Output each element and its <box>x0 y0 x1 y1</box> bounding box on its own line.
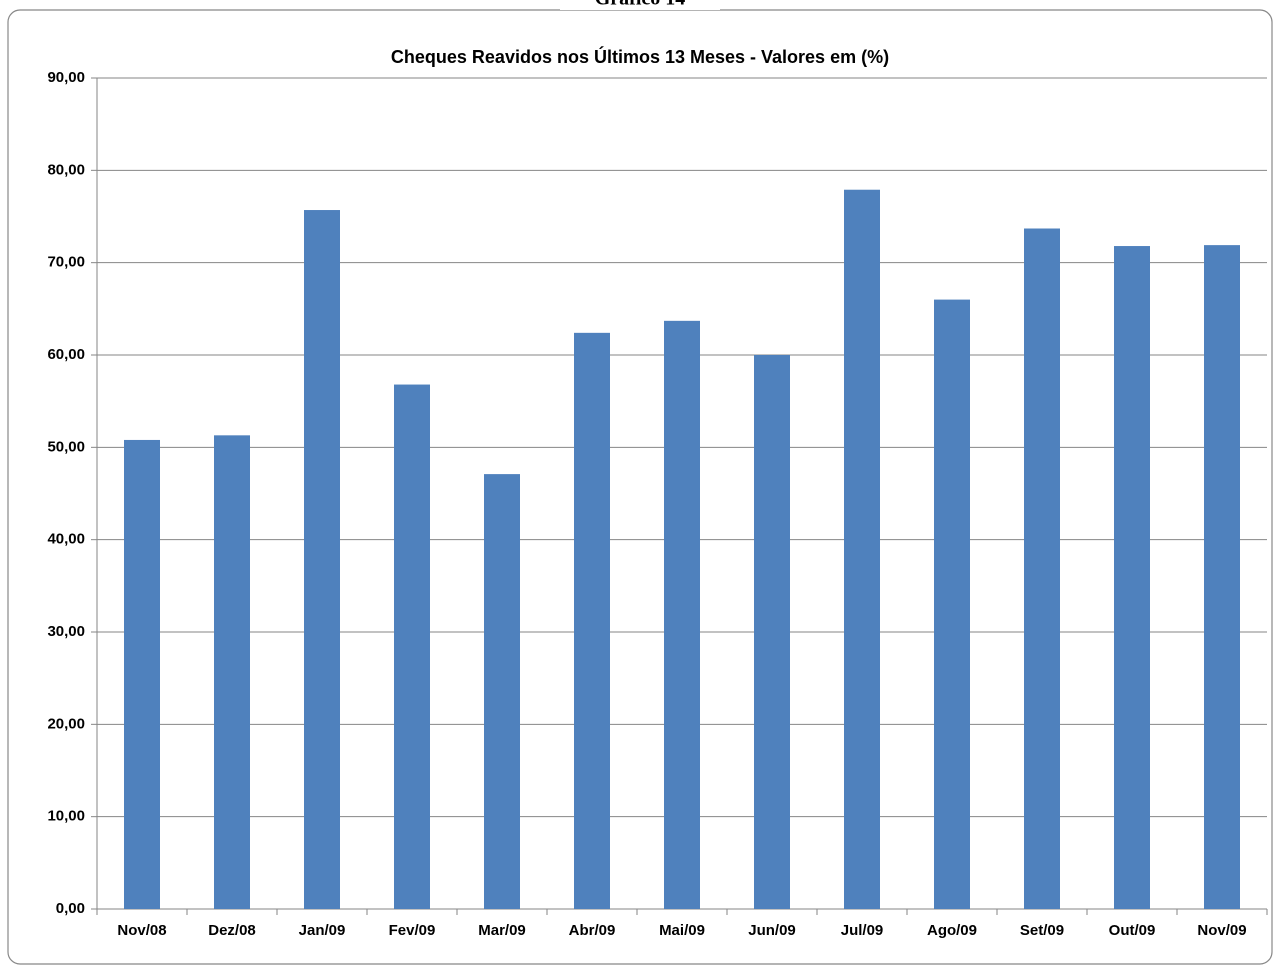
bar <box>574 332 610 910</box>
x-tick-label: Set/09 <box>1020 922 1064 939</box>
bar <box>664 320 700 909</box>
bar <box>394 384 430 910</box>
bar <box>1024 228 1060 910</box>
x-tick-label: Mar/09 <box>478 922 526 939</box>
bar <box>484 474 520 909</box>
bar <box>124 439 160 909</box>
bar <box>844 189 880 909</box>
x-tick-label: Abr/09 <box>569 922 616 939</box>
y-tick-label: 0,00 <box>56 900 85 917</box>
x-tick-label: Dez/08 <box>208 922 256 939</box>
x-tick-label: Out/09 <box>1109 922 1156 939</box>
y-tick-label: 50,00 <box>47 438 85 455</box>
y-tick-label: 60,00 <box>47 346 85 363</box>
x-tick-label: Jul/09 <box>841 922 884 939</box>
bar <box>1204 245 1240 909</box>
y-tick-label: 10,00 <box>47 808 85 825</box>
x-tick-label: Ago/09 <box>927 922 977 939</box>
y-tick-label: 40,00 <box>47 531 85 548</box>
bar <box>754 355 790 909</box>
heading: Gráfico 14 <box>595 0 686 10</box>
x-tick-label: Jan/09 <box>299 922 346 939</box>
x-tick-label: Nov/08 <box>117 922 166 939</box>
x-tick-label: Jun/09 <box>748 922 796 939</box>
bar <box>1114 246 1150 910</box>
y-tick-label: 20,00 <box>47 715 85 732</box>
chart-title: Cheques Reavidos nos Últimos 13 Meses - … <box>391 46 889 67</box>
x-tick-label: Nov/09 <box>1197 922 1246 939</box>
bar <box>214 435 250 909</box>
x-tick-label: Fev/09 <box>389 922 436 939</box>
y-tick-label: 90,00 <box>47 69 85 86</box>
chart-frame <box>7 9 1273 965</box>
y-tick-label: 30,00 <box>47 623 85 640</box>
y-tick-label: 70,00 <box>47 254 85 271</box>
bar <box>934 299 970 910</box>
x-tick-label: Mai/09 <box>659 922 705 939</box>
heading-bg <box>560 0 720 10</box>
bar <box>304 210 340 909</box>
y-tick-label: 80,00 <box>47 161 85 178</box>
